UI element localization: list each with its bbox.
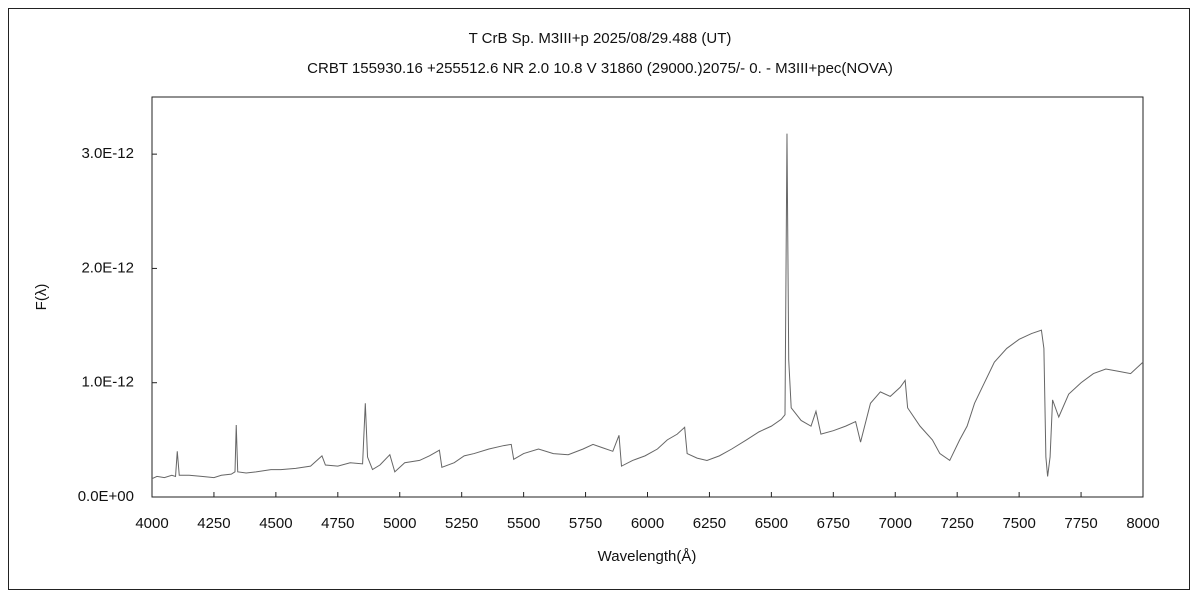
x-tick-label: 4500 — [259, 515, 292, 532]
x-tick-label: 6250 — [693, 515, 726, 532]
x-tick-label: 7500 — [1002, 515, 1035, 532]
x-tick-label: 4000 — [135, 515, 168, 532]
chart-subtitle: CRBT 155930.16 +255512.6 NR 2.0 10.8 V 3… — [307, 60, 893, 77]
x-tick-label: 6500 — [755, 515, 788, 532]
x-axis-label: Wavelength(Å) — [598, 548, 697, 565]
x-tick-label: 5000 — [383, 515, 416, 532]
x-tick-label: 7250 — [941, 515, 974, 532]
x-tick-label: 5500 — [507, 515, 540, 532]
x-tick-label: 5250 — [445, 515, 478, 532]
y-tick-label: 3.0E-12 — [81, 145, 134, 162]
x-tick-label: 8000 — [1126, 515, 1159, 532]
y-tick-label: 2.0E-12 — [81, 259, 134, 276]
spectrum-line — [151, 133, 1144, 480]
x-tick-label: 5750 — [569, 515, 602, 532]
plot-area — [151, 96, 1144, 498]
y-tick-label: 0.0E+00 — [78, 488, 134, 505]
x-tick-label: 4750 — [321, 515, 354, 532]
x-tick-label: 6000 — [631, 515, 664, 532]
y-tick-label: 1.0E-12 — [81, 374, 134, 391]
x-tick-label: 4250 — [197, 515, 230, 532]
chart-title: T CrB Sp. M3III+p 2025/08/29.488 (UT) — [469, 30, 732, 47]
x-tick-label: 7750 — [1064, 515, 1097, 532]
frame — [8, 8, 1190, 590]
x-tick-label: 6750 — [817, 515, 850, 532]
y-axis-label: F(λ) — [33, 284, 50, 311]
x-tick-label: 7000 — [879, 515, 912, 532]
